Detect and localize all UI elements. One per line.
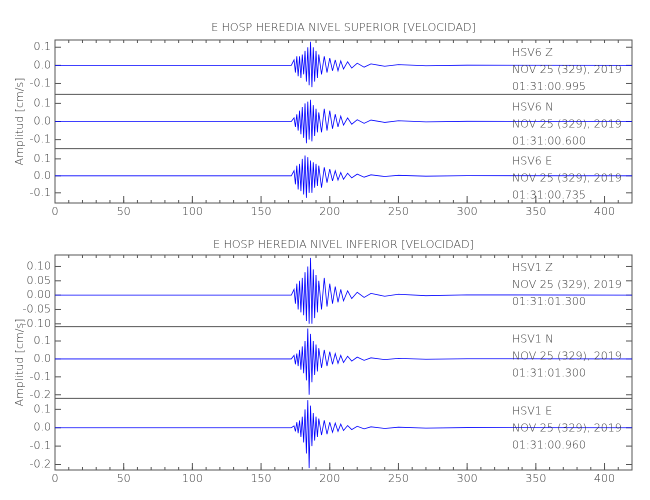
station-label: HSV1 E xyxy=(512,404,552,417)
y-tick-label: 0.1 xyxy=(34,402,52,415)
x-tick-label: 350 xyxy=(525,205,546,218)
x-tick-label: 50 xyxy=(117,472,131,485)
trace-info: NOV 25 (329), 2019 xyxy=(512,421,622,434)
y-tick-label: -0.1 xyxy=(30,76,51,89)
x-tick-label: 100 xyxy=(182,472,203,485)
waveform xyxy=(55,328,633,395)
waveform xyxy=(55,155,633,198)
y-tick-label: -0.2 xyxy=(30,388,51,401)
x-tick-label: 250 xyxy=(388,472,409,485)
y-tick-label: 0.1 xyxy=(34,40,52,53)
x-tick-label: 300 xyxy=(457,472,478,485)
waveform xyxy=(55,41,633,88)
x-tick-label: 0 xyxy=(52,472,59,485)
x-tick-label: 200 xyxy=(319,205,340,218)
y-tick-label: -0.1 xyxy=(30,186,51,199)
x-tick-label: 100 xyxy=(182,205,203,218)
y-tick-label: -0.05 xyxy=(23,302,51,315)
station-label: HSV6 Z xyxy=(512,46,553,59)
y-tick-label: -0.1 xyxy=(30,439,51,452)
y-tick-label: -0.10 xyxy=(23,317,51,330)
station-label: HSV1 Z xyxy=(512,261,553,274)
y-tick-label: 0.0 xyxy=(34,352,52,365)
y-tick-label: 0.0 xyxy=(34,421,52,434)
panel-title: E HOSP HEREDIA NIVEL SUPERIOR [VELOCIDAD… xyxy=(211,21,476,34)
trace-info: 01:31:01.300 xyxy=(512,295,586,308)
panel-title: E HOSP HEREDIA NIVEL INFERIOR [VELOCIDAD… xyxy=(213,238,474,251)
y-tick-label: 0.05 xyxy=(27,274,52,287)
y-tick-label: 0.00 xyxy=(27,288,52,301)
trace-info: 01:31:00.960 xyxy=(512,438,586,451)
y-tick-label: -0.1 xyxy=(30,133,51,146)
x-tick-label: 200 xyxy=(319,472,340,485)
y-tick-label: 0.0 xyxy=(34,58,52,71)
y-tick-label: 0.1 xyxy=(34,96,52,109)
y-axis-label: Amplitud [cm/s] xyxy=(13,78,26,166)
station-label: HSV6 E xyxy=(512,155,552,168)
y-tick-label: 0.1 xyxy=(34,152,52,165)
y-axis-label: Amplitud [cm/s] xyxy=(13,319,26,407)
trace-info: NOV 25 (329), 2019 xyxy=(512,278,622,291)
x-tick-label: 400 xyxy=(594,472,615,485)
station-label: HSV6 N xyxy=(512,100,554,113)
trace-info: NOV 25 (329), 2019 xyxy=(512,63,622,76)
trace-info: 01:31:00.995 xyxy=(512,80,586,93)
waveform xyxy=(55,400,633,469)
trace-info: NOV 25 (329), 2019 xyxy=(512,117,622,130)
x-tick-label: 50 xyxy=(117,205,131,218)
trace-info: 01:31:00.600 xyxy=(512,134,586,147)
x-tick-label: 350 xyxy=(525,472,546,485)
y-tick-label: 0.1 xyxy=(34,334,52,347)
waveform xyxy=(55,257,633,324)
x-tick-label: 250 xyxy=(388,205,409,218)
station-label: HSV1 N xyxy=(512,333,554,346)
waveform xyxy=(55,99,633,144)
trace-info: 01:31:00.735 xyxy=(512,189,586,202)
y-tick-label: 0.0 xyxy=(34,169,52,182)
x-tick-label: 300 xyxy=(457,205,478,218)
x-tick-label: 400 xyxy=(594,205,615,218)
trace-info: NOV 25 (329), 2019 xyxy=(512,172,622,185)
x-tick-label: 150 xyxy=(251,205,272,218)
y-tick-label: 0.0 xyxy=(34,115,52,128)
y-tick-label: -0.1 xyxy=(30,370,51,383)
trace-info: 01:31:01.300 xyxy=(512,367,586,380)
x-tick-label: 150 xyxy=(251,472,272,485)
trace-info: NOV 25 (329), 2019 xyxy=(512,350,622,363)
y-tick-label: -0.2 xyxy=(30,457,51,470)
y-tick-label: 0.10 xyxy=(27,259,52,272)
x-tick-label: 0 xyxy=(52,205,59,218)
